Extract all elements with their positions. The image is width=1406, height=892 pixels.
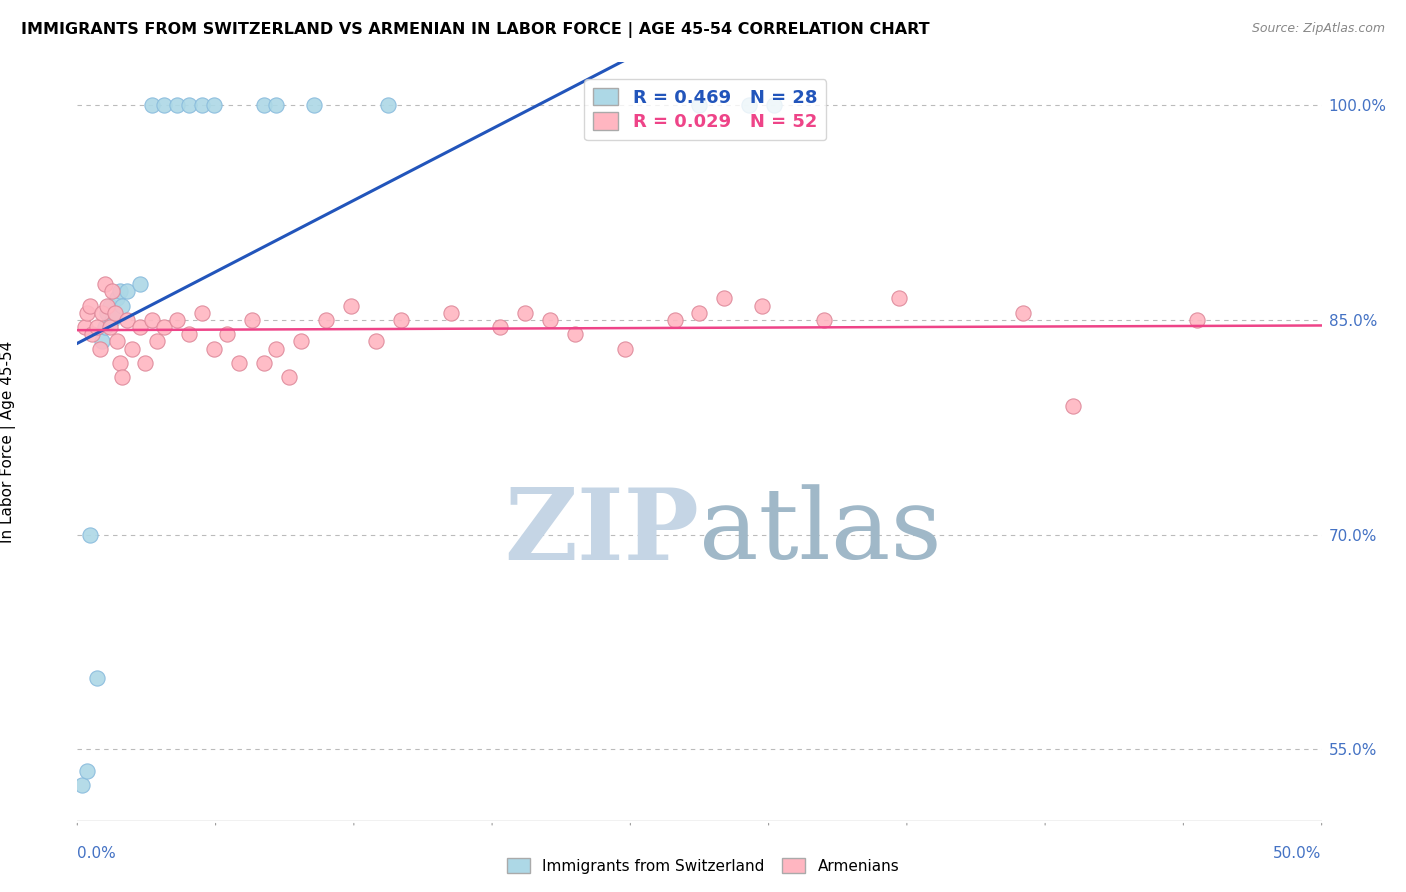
Point [128,277,150,292]
Point [689,306,711,320]
Point [240,313,263,327]
Point [91,334,114,349]
Point [215,327,238,342]
Point [104,306,127,320]
Point [93,277,115,292]
Point [340,299,363,313]
Point [763,98,786,112]
Point [79,527,101,541]
Point [389,313,412,327]
Point [713,292,735,306]
Point [564,327,586,342]
Point [104,306,127,320]
Point [253,356,276,370]
Point [266,98,288,112]
Point [82,327,104,342]
Point [179,327,201,342]
Point [98,299,121,313]
Point [277,370,299,384]
Point [813,313,835,327]
Point [73,320,96,334]
Point [253,98,276,112]
Point [115,313,138,327]
Point [439,306,461,320]
Point [290,334,312,349]
Point [79,299,101,313]
Point [191,98,214,112]
Point [489,320,512,334]
Point [364,334,387,349]
Point [1062,399,1084,413]
Point [1012,306,1035,320]
Point [105,334,128,349]
Point [96,306,118,320]
Point [153,98,176,112]
Legend: Immigrants from Switzerland, Armenians: Immigrants from Switzerland, Armenians [501,852,905,880]
Point [613,342,636,356]
Point [141,313,163,327]
Point [146,334,169,349]
Point [96,299,118,313]
Text: ZIP: ZIP [505,484,700,581]
Point [202,342,225,356]
Point [153,320,176,334]
Point [86,671,108,685]
Text: 0.0%: 0.0% [77,847,117,862]
Point [111,370,134,384]
Point [689,98,711,112]
Point [105,292,128,306]
Point [108,285,131,299]
Point [664,313,686,327]
Point [202,98,225,112]
Point [108,356,131,370]
Text: In Labor Force | Age 45-54: In Labor Force | Age 45-54 [0,341,15,542]
Point [76,306,98,320]
Text: IMMIGRANTS FROM SWITZERLAND VS ARMENIAN IN LABOR FORCE | AGE 45-54 CORRELATION C: IMMIGRANTS FROM SWITZERLAND VS ARMENIAN … [21,22,929,38]
Point [128,320,150,334]
Point [76,764,98,778]
Point [101,313,124,327]
Point [191,306,214,320]
Point [121,342,143,356]
Point [89,342,111,356]
Point [93,320,115,334]
Point [179,98,201,112]
Legend: R = 0.469   N = 28, R = 0.029   N = 52: R = 0.469 N = 28, R = 0.029 N = 52 [583,79,827,140]
Point [111,299,134,313]
Point [538,313,561,327]
Point [1185,313,1208,327]
Point [134,356,156,370]
Point [302,98,325,112]
Point [887,292,910,306]
Point [751,299,773,313]
Point [228,356,250,370]
Point [315,313,337,327]
Point [115,285,138,299]
Point [266,342,288,356]
Point [166,98,188,112]
Text: 50.0%: 50.0% [1274,847,1322,862]
Point [98,320,121,334]
Point [515,306,537,320]
Point [101,285,124,299]
Point [738,98,761,112]
Text: atlas: atlas [700,484,942,581]
Point [377,98,399,112]
Text: Source: ZipAtlas.com: Source: ZipAtlas.com [1251,22,1385,36]
Point [72,778,94,792]
Point [91,306,114,320]
Point [141,98,163,112]
Point [166,313,188,327]
Point [86,320,108,334]
